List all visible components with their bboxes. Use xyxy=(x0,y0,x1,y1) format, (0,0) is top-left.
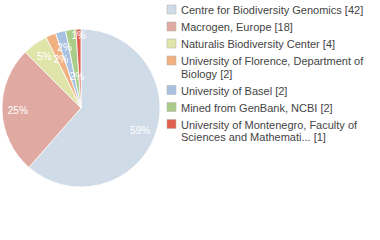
slice-label: 25% xyxy=(8,105,28,116)
slice-label: 2% xyxy=(70,71,85,82)
slice-label: 1% xyxy=(71,30,86,41)
legend-swatch xyxy=(167,22,176,31)
legend-label: Naturalis Biodiversity Center [4] xyxy=(181,38,335,50)
slice-label: 2% xyxy=(57,42,72,53)
legend: Centre for Biodiversity Genomics [42] Mac… xyxy=(167,4,364,143)
pie xyxy=(2,29,160,187)
legend-label: University of Florence, Department ofBio… xyxy=(181,55,364,80)
chart: 59%25%5%2%2%2%1%Centre for Biodiversity … xyxy=(0,0,380,240)
slice-labels: 59%25%5%2%2%2%1% xyxy=(8,30,150,136)
slice-label: 59% xyxy=(130,125,150,136)
legend-label: University of Basel [2] xyxy=(181,85,287,97)
legend-label: Centre for Biodiversity Genomics [42] xyxy=(181,4,363,16)
legend-swatch xyxy=(167,120,176,129)
slice-label: 2% xyxy=(54,54,69,65)
legend-label: Macrogen, Europe [18] xyxy=(181,21,293,33)
legend-swatch xyxy=(167,103,176,112)
legend-swatch xyxy=(167,56,176,65)
slice-label: 5% xyxy=(37,51,52,62)
legend-swatch xyxy=(167,39,176,48)
legend-label: Mined from GenBank, NCBI [2] xyxy=(181,102,333,114)
legend-swatch xyxy=(167,5,176,14)
legend-label: University of Montenegro, Faculty ofScie… xyxy=(181,119,358,144)
legend-swatch xyxy=(167,86,176,95)
